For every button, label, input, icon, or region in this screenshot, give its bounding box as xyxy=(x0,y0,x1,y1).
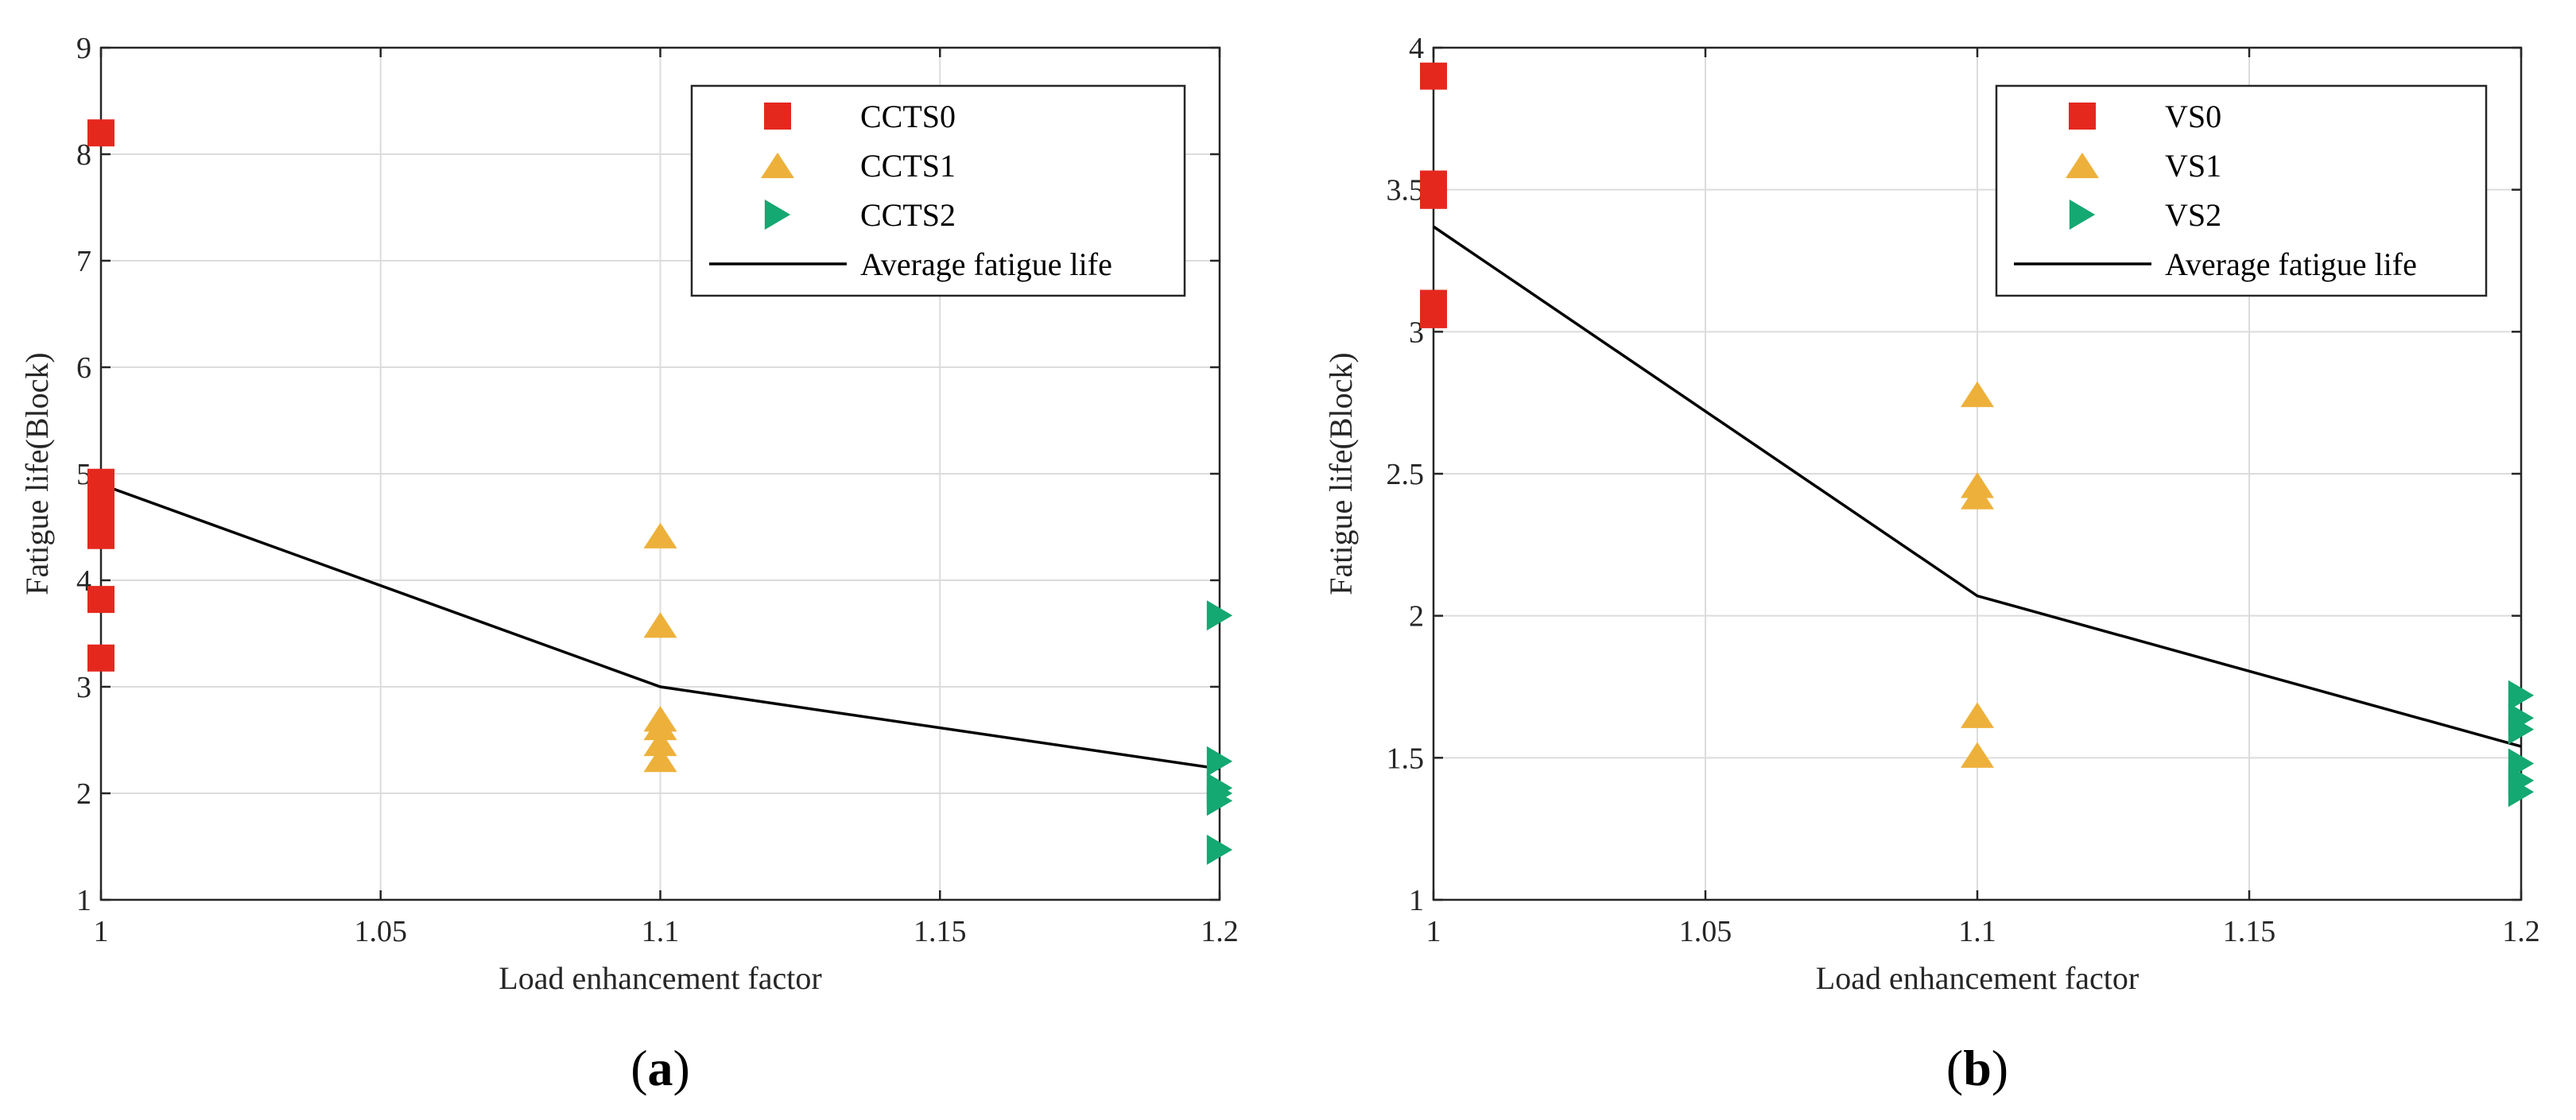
average-fatigue-life-line xyxy=(1433,225,2522,748)
legend-label: CCTS2 xyxy=(860,197,956,233)
y-axis-label: Fatigue life(Block) xyxy=(1323,352,1359,595)
y-axis-label: Fatigue life(Block) xyxy=(19,352,55,595)
data-point-ccts2 xyxy=(1206,785,1233,816)
legend-marker-ccts1 xyxy=(761,152,794,179)
panel-label: (b) xyxy=(1946,1040,2008,1096)
x-tick-label: 1.05 xyxy=(355,915,408,948)
y-tick-label: 2 xyxy=(76,777,91,811)
y-tick-label: 6 xyxy=(76,351,91,385)
data-point-ccts1 xyxy=(643,746,677,773)
y-tick-label: 1.5 xyxy=(1387,742,1425,775)
data-point-vs1 xyxy=(1961,381,1994,408)
data-point-ccts2 xyxy=(1206,600,1233,631)
y-tick-label: 2.5 xyxy=(1387,458,1425,491)
y-tick-label: 7 xyxy=(76,245,91,278)
data-point-vs1 xyxy=(1961,742,1994,768)
x-tick-label: 1.15 xyxy=(914,915,967,948)
data-point-vs0 xyxy=(1420,300,1447,328)
data-point-ccts1 xyxy=(643,730,677,757)
y-tick-label: 3.5 xyxy=(1387,174,1425,207)
data-point-ccts0 xyxy=(87,521,114,549)
data-point-ccts0 xyxy=(87,586,114,614)
data-point-vs2 xyxy=(2508,680,2535,711)
panel-label-letter: b xyxy=(1963,1040,1992,1096)
panel-label-close: ) xyxy=(1992,1040,2008,1096)
legend-marker-ccts2 xyxy=(764,200,791,230)
x-tick-label: 1.1 xyxy=(642,915,680,948)
y-tick-label: 1 xyxy=(1409,884,1424,917)
legend-label: VS0 xyxy=(2165,99,2221,134)
y-tick-label: 1 xyxy=(76,884,91,917)
legend-label: Average fatigue life xyxy=(860,246,1112,282)
data-point-ccts0 xyxy=(87,119,114,147)
x-tick-label: 1.05 xyxy=(1679,915,1732,948)
legend-marker-ccts0 xyxy=(764,103,791,130)
data-point-vs2 xyxy=(2508,714,2535,745)
x-axis-label: Load enhancement factor xyxy=(1816,960,2139,996)
legend-label: CCTS1 xyxy=(860,148,956,184)
average-fatigue-life-line xyxy=(100,482,1220,770)
legend-label: CCTS0 xyxy=(860,99,956,134)
x-tick-label: 1.2 xyxy=(1201,915,1239,948)
data-point-ccts2 xyxy=(1206,746,1233,777)
data-point-vs1 xyxy=(1961,702,1994,728)
legend-marker-vs1 xyxy=(2066,152,2099,179)
panel-label-close: ) xyxy=(673,1040,690,1096)
legend-label: VS1 xyxy=(2165,148,2221,184)
data-point-ccts0 xyxy=(87,468,114,496)
data-point-ccts2 xyxy=(1206,835,1233,866)
x-tick-label: 1.1 xyxy=(1958,915,1996,948)
y-tick-label: 9 xyxy=(76,32,91,65)
y-tick-label: 4 xyxy=(1409,32,1424,65)
data-point-vs0 xyxy=(1420,62,1447,90)
legend-marker-vs2 xyxy=(2069,200,2096,230)
data-point-ccts0 xyxy=(87,495,114,523)
legend: VS0 VS1 VS2 Average fatigue life xyxy=(1995,84,2488,297)
data-point-vs2 xyxy=(2508,777,2535,808)
y-tick-label: 3 xyxy=(76,671,91,704)
data-point-ccts0 xyxy=(87,644,114,672)
x-tick-label: 1 xyxy=(94,915,109,948)
y-tick-label: 8 xyxy=(76,138,91,172)
data-point-ccts1 xyxy=(643,714,677,741)
data-point-vs1 xyxy=(1961,483,1994,510)
data-point-ccts1 xyxy=(643,612,677,638)
x-tick-label: 1 xyxy=(1426,915,1441,948)
legend-label: Average fatigue life xyxy=(2165,246,2417,282)
data-point-vs0 xyxy=(1420,181,1447,209)
panel-label-letter: a xyxy=(648,1040,673,1096)
legend: CCTS0 CCTS1 CCTS2 Average fatigue life xyxy=(690,84,1186,297)
legend-label: VS2 xyxy=(2165,197,2221,233)
data-point-ccts1 xyxy=(643,522,677,548)
panel-label-open: ( xyxy=(630,1040,647,1096)
x-tick-label: 1.15 xyxy=(2223,915,2276,948)
y-tick-label: 2 xyxy=(1409,600,1424,634)
legend-marker-vs0 xyxy=(2069,103,2096,130)
x-tick-label: 1.2 xyxy=(2502,915,2540,948)
x-axis-label: Load enhancement factor xyxy=(499,960,821,996)
panel-label: (a) xyxy=(630,1040,690,1096)
panel-label-open: ( xyxy=(1946,1040,1963,1096)
